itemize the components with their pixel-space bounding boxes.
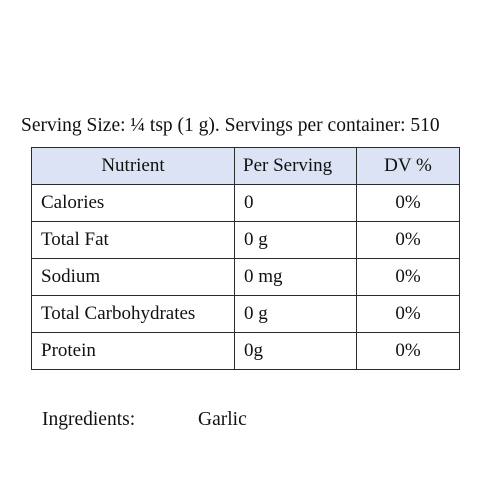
header-dv: DV % [356, 147, 460, 185]
row-dv: 0% [356, 332, 460, 370]
row-dv: 0% [356, 184, 460, 222]
row-nutrient: Total Carbohydrates [31, 295, 235, 333]
row-nutrient: Protein [31, 332, 235, 370]
serving-size-line: Serving Size: ¼ tsp (1 g). Servings per … [21, 115, 440, 136]
table-row: Protein 0g 0% [31, 332, 460, 370]
header-nutrient: Nutrient [31, 147, 235, 185]
table-row: Total Fat 0 g 0% [31, 221, 460, 259]
ingredients-value: Garlic [198, 409, 247, 430]
header-per-serving: Per Serving [234, 147, 357, 185]
row-nutrient: Calories [31, 184, 235, 222]
row-nutrient: Sodium [31, 258, 235, 296]
row-nutrient: Total Fat [31, 221, 235, 259]
row-dv: 0% [356, 295, 460, 333]
ingredients-label: Ingredients: [42, 409, 136, 430]
ingredients-line: Ingredients: Garlic [42, 407, 247, 433]
row-per-serving: 0 [234, 184, 357, 222]
nutrition-table: Nutrient Per Serving DV % Calories 0 0% … [31, 147, 460, 370]
table-row: Total Carbohydrates 0 g 0% [31, 295, 460, 333]
table-header-row: Nutrient Per Serving DV % [31, 147, 460, 185]
row-per-serving: 0g [234, 332, 357, 370]
table-row: Sodium 0 mg 0% [31, 258, 460, 296]
row-per-serving: 0 g [234, 295, 357, 333]
row-dv: 0% [356, 258, 460, 296]
row-per-serving: 0 mg [234, 258, 357, 296]
row-dv: 0% [356, 221, 460, 259]
table-row: Calories 0 0% [31, 184, 460, 222]
row-per-serving: 0 g [234, 221, 357, 259]
